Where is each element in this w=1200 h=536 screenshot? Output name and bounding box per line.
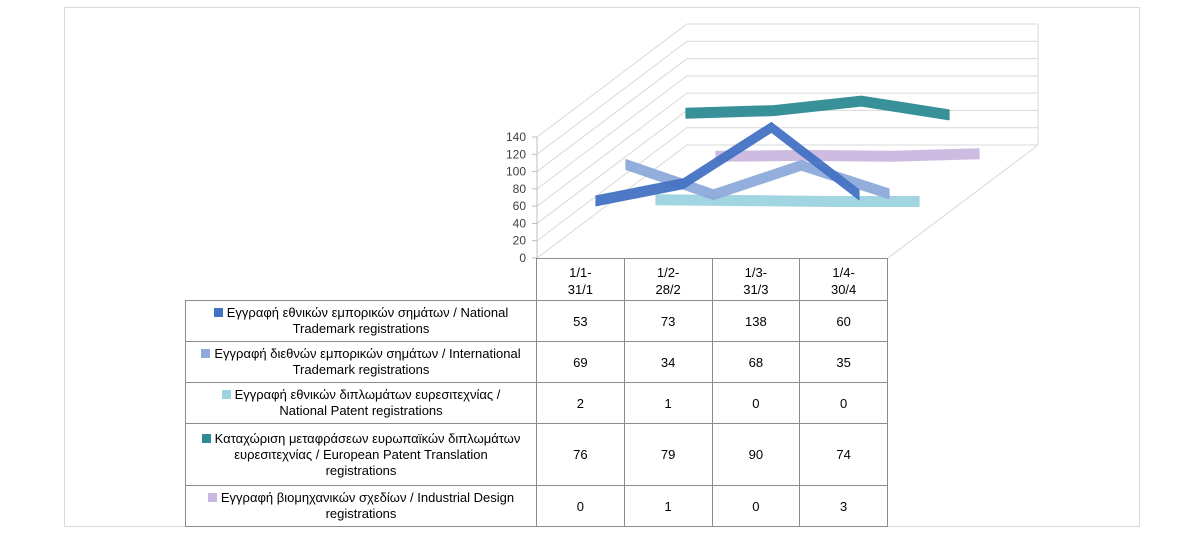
data-label: 74 <box>799 423 888 486</box>
data-label: 1 <box>623 382 713 424</box>
table-row: Εγγραφή βιομηχανικών σχεδίων / Industria… <box>185 485 888 527</box>
table-header-row: 1/1- 31/1 1/2- 28/2 1/3- 31/3 1/4- 30/4 <box>185 258 888 301</box>
gridline <box>536 23 1038 138</box>
y-tick-label: 40 <box>513 216 527 230</box>
legend-swatch <box>213 308 223 317</box>
y-tick-label: 60 <box>513 199 527 213</box>
series-ribbon <box>625 159 890 201</box>
data-label: 3 <box>799 485 888 527</box>
legend-entry: Καταχώριση μεταφράσεων ευρωπαϊκών διπλωμ… <box>185 423 537 486</box>
legend-label: Εγγραφή εθνικών διπλωμάτων ευρεσιτεχνίας… <box>234 387 501 402</box>
y-tick-label: 20 <box>513 234 527 248</box>
chart-data-table: 1/1- 31/1 1/2- 28/2 1/3- 31/3 1/4- 30/4 Εγγραφή … <box>185 258 888 527</box>
table-corner <box>185 258 537 301</box>
floor-right-edge <box>887 144 1039 259</box>
x-tick-label-line: 1/4- <box>832 265 855 280</box>
legend-label: Εγγραφή βιομηχανικών σχεδίων / Industria… <box>220 490 515 505</box>
x-tick-label-line: 30/4 <box>830 282 857 297</box>
gridline <box>536 127 1038 242</box>
gridline <box>536 92 1038 207</box>
x-tick-label: 1/2- 28/2 <box>623 258 713 301</box>
gridline <box>536 40 1038 155</box>
data-label: 2 <box>536 382 625 424</box>
data-label: 76 <box>536 423 625 486</box>
legend-swatch <box>207 493 217 502</box>
gridline <box>536 144 1038 259</box>
y-tick-label: 0 <box>519 251 526 265</box>
legend-label: registrations <box>325 462 397 478</box>
table-row: Εγγραφή εθνικών διπλωμάτων ευρεσιτεχνίας… <box>185 382 888 424</box>
table-row: Εγγραφή διεθνών εμπορικών σημάτων / Inte… <box>185 341 888 383</box>
data-label: 53 <box>536 300 625 342</box>
data-label: 69 <box>536 341 625 383</box>
data-label: 73 <box>623 300 713 342</box>
x-tick-label-line: 1/1- <box>569 265 592 280</box>
x-tick-label-line: 31/3 <box>743 282 769 297</box>
legend-label: National Patent registrations <box>279 403 443 418</box>
data-label: 1 <box>623 485 713 527</box>
legend-label: ευρεσιτεχνίας / European Patent Translat… <box>234 446 488 462</box>
x-tick-label: 1/3- 31/3 <box>711 258 801 301</box>
legend-label: Καταχώριση μεταφράσεων ευρωπαϊκών διπλωμ… <box>214 430 521 446</box>
data-label: 90 <box>711 423 801 486</box>
legend-entry: Εγγραφή εθνικών εμπορικών σημάτων / Nati… <box>185 300 537 342</box>
y-tick-label: 100 <box>506 165 526 179</box>
data-label: 0 <box>536 485 625 527</box>
legend-label: Εγγραφή διεθνών εμπορικών σημάτων / Inte… <box>214 346 521 361</box>
x-tick-label-line: 31/1 <box>567 282 594 297</box>
legend-swatch <box>201 433 211 443</box>
series-ribbon <box>685 95 950 121</box>
x-tick-label: 1/4- 30/4 <box>799 258 888 301</box>
data-label: 0 <box>799 382 888 424</box>
series-ribbon <box>655 194 920 207</box>
chart-frame <box>64 7 1140 527</box>
series-ribbon <box>715 148 980 162</box>
legend-label: registrations <box>325 506 397 521</box>
series-ribbon <box>595 121 860 207</box>
legend-label: Εγγραφή εθνικών εμπορικών σημάτων / Nati… <box>226 305 509 320</box>
x-tick-label-line: 1/3- <box>744 265 768 280</box>
x-tick-label: 1/1- 31/1 <box>536 258 625 301</box>
table-row: Εγγραφή εθνικών εμπορικών σημάτων / Nati… <box>185 300 888 342</box>
data-label: 68 <box>711 341 801 383</box>
legend-entry: Εγγραφή διεθνών εμπορικών σημάτων / Inte… <box>185 341 537 383</box>
y-tick-label: 140 <box>506 130 526 144</box>
legend-label: Trademark registrations <box>292 321 430 336</box>
legend-entry: Εγγραφή βιομηχανικών σχεδίων / Industria… <box>185 485 537 527</box>
data-label: 79 <box>623 423 713 486</box>
data-label: 0 <box>711 382 801 424</box>
data-label: 138 <box>711 300 801 342</box>
table-row: Καταχώριση μεταφράσεων ευρωπαϊκών διπλωμ… <box>185 423 888 486</box>
x-tick-label-line: 1/2- <box>656 265 680 280</box>
gridline <box>536 58 1038 172</box>
gridline <box>536 75 1038 190</box>
legend-swatch <box>201 349 211 358</box>
legend-label: Trademark registrations <box>292 362 430 377</box>
x-tick-label-line: 28/2 <box>655 282 681 297</box>
y-tick-label: 120 <box>506 147 526 161</box>
data-label: 34 <box>623 341 713 383</box>
data-label: 60 <box>799 300 888 342</box>
data-label: 0 <box>711 485 801 527</box>
data-label: 35 <box>799 341 888 383</box>
legend-entry: Εγγραφή εθνικών διπλωμάτων ευρεσιτεχνίας… <box>185 382 537 424</box>
legend-swatch <box>221 390 231 399</box>
y-tick-label: 80 <box>513 182 527 196</box>
